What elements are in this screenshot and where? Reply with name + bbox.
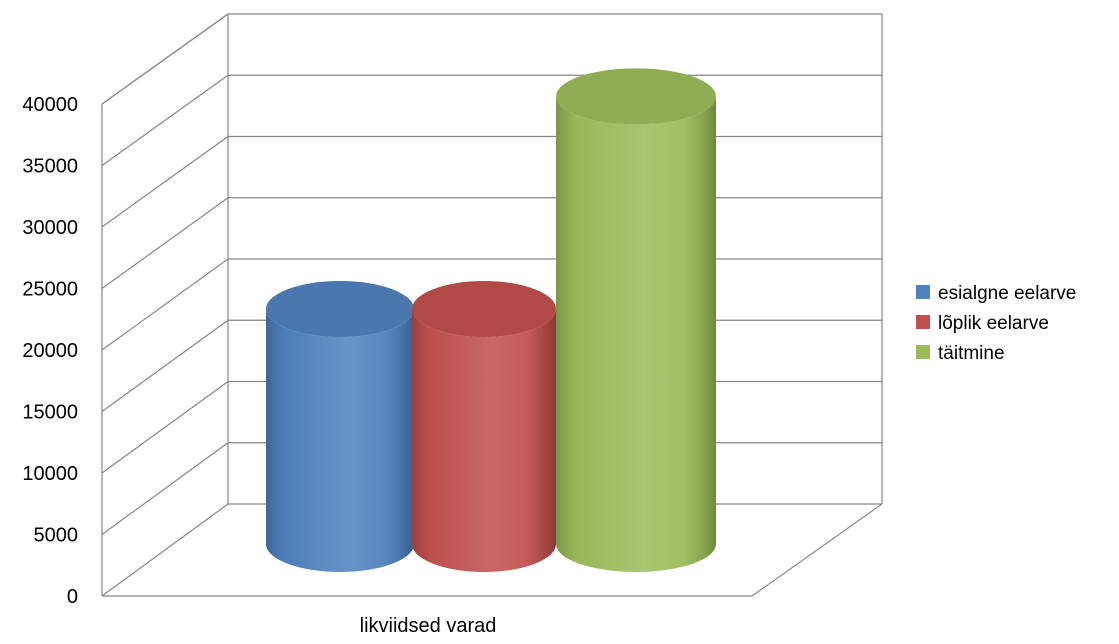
- bar-2: [412, 281, 556, 572]
- bar-3: [556, 68, 716, 572]
- y-tick-label: 5000: [34, 525, 79, 547]
- y-axis-tick-labels: 0 5000 10000 15000 20000 25000 30000 35000 40000: [22, 94, 78, 608]
- gridline-side: [101, 197, 229, 289]
- gridline-side: [101, 136, 229, 228]
- bar-top: [556, 68, 716, 125]
- legend-item: täitmine: [916, 343, 1005, 364]
- y-tick-label: 20000: [22, 340, 78, 362]
- y-tick-label: 30000: [22, 217, 78, 239]
- gridline-side: [101, 319, 229, 412]
- bar-1: [266, 281, 414, 572]
- legend-swatch: [916, 345, 930, 359]
- gridline-side: [101, 258, 229, 351]
- gridline-side: [101, 13, 229, 105]
- legend-swatch: [916, 285, 930, 299]
- legend-label: täitmine: [938, 343, 1005, 364]
- y-tick-label: 25000: [22, 279, 78, 301]
- y-tick-label: 40000: [22, 94, 78, 116]
- legend: esialgne eelarve lõplik eelarve täitmine: [916, 283, 1076, 364]
- x-category-label: likviidsed varad: [360, 615, 497, 637]
- x-axis-category-labels: likviidsed varad: [360, 615, 497, 637]
- bar-top: [266, 281, 414, 337]
- legend-label: esialgne eelarve: [938, 283, 1076, 304]
- y-tick-label: 35000: [22, 156, 78, 178]
- y-tick-label: 0: [67, 586, 78, 608]
- bar-body: [266, 309, 414, 572]
- bar-top: [412, 281, 556, 337]
- gridline-side: [101, 381, 229, 474]
- y-tick-label: 15000: [22, 402, 78, 424]
- legend-item: lõplik eelarve: [916, 313, 1049, 334]
- gridline-side: [101, 74, 229, 166]
- bar-body: [556, 96, 716, 572]
- bars: [266, 68, 716, 572]
- legend-label: lõplik eelarve: [938, 313, 1049, 334]
- gridline-side: [101, 442, 229, 535]
- legend-item: esialgne eelarve: [916, 283, 1076, 304]
- y-tick-label: 10000: [22, 463, 78, 485]
- bar-body: [412, 309, 556, 572]
- legend-swatch: [916, 315, 930, 329]
